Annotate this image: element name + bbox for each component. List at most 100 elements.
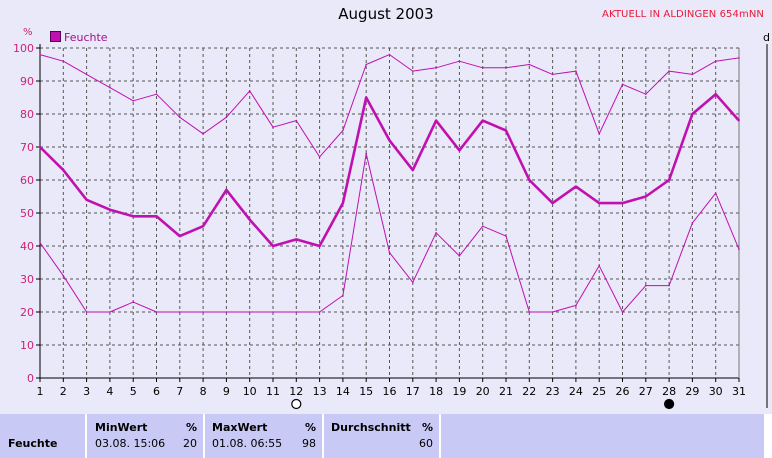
data-point-max [342, 129, 344, 132]
data-point-max [435, 67, 437, 69]
data-point-min [39, 241, 41, 244]
data-point-min [365, 152, 368, 155]
data-point-mean [155, 215, 158, 218]
data-point-max [575, 70, 577, 72]
x-tick-label: 26 [616, 385, 630, 398]
data-point-mean [202, 225, 204, 227]
x-tick-label: 22 [522, 385, 536, 398]
data-point-mean [598, 202, 600, 204]
x-tick-label: 14 [336, 385, 350, 398]
data-point-min [481, 225, 484, 227]
data-point-mean [528, 179, 531, 181]
data-point-max [738, 57, 740, 59]
x-tick-label: 29 [685, 385, 699, 398]
min-value: 20 [183, 437, 197, 450]
data-point-min [318, 311, 321, 313]
data-point-min [598, 265, 600, 267]
data-point-max [365, 63, 368, 66]
data-point-mean [62, 169, 65, 171]
data-point-min [458, 255, 461, 257]
x-tick-label: 1 [37, 385, 44, 398]
max-unit: % [304, 421, 316, 434]
x-tick-label: 13 [313, 385, 327, 398]
data-point-mean [551, 202, 554, 204]
full-moon-icon [291, 398, 302, 410]
data-point-min [388, 251, 391, 254]
data-point-max [388, 53, 391, 56]
data-point-mean [621, 202, 624, 204]
max-header: MaxWert [212, 421, 268, 434]
data-point-mean [458, 149, 461, 152]
data-point-min [85, 311, 88, 313]
data-point-min [528, 311, 531, 313]
data-point-min [505, 235, 507, 237]
legend-swatch [50, 31, 61, 42]
data-point-mean [388, 139, 391, 142]
data-point-max [598, 133, 600, 135]
data-point-min [714, 192, 717, 194]
data-point-mean [132, 215, 134, 218]
data-point-mean [109, 208, 111, 211]
x-tick-label: 3 [83, 385, 90, 398]
data-point-mean [412, 169, 414, 171]
x-tick-label: 19 [452, 385, 466, 398]
y-tick-label: 30 [20, 273, 34, 286]
x-tick-label: 23 [546, 385, 560, 398]
x-tick-label: 2 [60, 385, 67, 398]
y-tick-label: 80 [20, 108, 34, 121]
data-point-mean [738, 119, 740, 122]
data-point-max [668, 70, 670, 72]
x-tick-label: 18 [429, 385, 443, 398]
x-tick-label: 12 [289, 385, 303, 398]
data-point-max [155, 93, 158, 95]
data-point-mean [645, 195, 647, 198]
data-point-mean [318, 245, 321, 247]
max-time: 01.08. 06:55 [212, 437, 283, 450]
right-axis-unit: d [763, 31, 770, 44]
data-point-max [551, 73, 554, 76]
avg-unit: % [421, 421, 433, 434]
data-point-min [272, 311, 274, 313]
y-tick-label: 90 [20, 75, 34, 88]
x-tick-label: 30 [709, 385, 723, 398]
avg-header: Durchschnitt [331, 421, 411, 434]
data-point-max [85, 73, 88, 76]
data-point-min [155, 311, 158, 313]
location-badge: AKTUELL IN ALDINGEN 654mNN [602, 9, 764, 20]
data-point-max [528, 63, 531, 66]
y-tick-label: 100 [13, 42, 34, 55]
data-point-max [621, 83, 624, 86]
x-tick-label: 15 [359, 385, 373, 398]
chart-title: August 2003 [338, 5, 434, 23]
y-tick-label: 60 [20, 174, 34, 187]
legend: Feuchte [50, 31, 108, 44]
data-point-max [62, 60, 65, 62]
data-point-min [435, 232, 437, 234]
x-tick-label: 28 [662, 385, 676, 398]
data-point-min [295, 311, 298, 313]
min-unit: % [185, 421, 197, 434]
data-point-min [412, 281, 414, 284]
data-point-max [318, 156, 321, 158]
x-tick-label: 7 [176, 385, 183, 398]
x-tick-label: 8 [200, 385, 207, 398]
data-point-mean [342, 202, 344, 204]
data-point-min [621, 311, 624, 313]
data-point-min [668, 284, 670, 287]
data-point-min [225, 311, 228, 313]
data-point-max [225, 116, 228, 119]
x-tick-label: 25 [592, 385, 606, 398]
avg-cell: Durchschnitt % 60 [324, 414, 441, 458]
data-point-max [272, 126, 274, 128]
data-point-max [295, 119, 298, 122]
data-point-max [481, 67, 484, 69]
min-time: 03.08. 15:06 [95, 437, 166, 450]
data-point-mean [575, 185, 577, 188]
x-tick-label: 9 [223, 385, 230, 398]
y-axis-unit: % [23, 27, 33, 38]
data-point-max [691, 73, 694, 76]
data-point-max [505, 67, 507, 69]
data-point-max [179, 116, 181, 119]
data-point-max [458, 60, 461, 62]
